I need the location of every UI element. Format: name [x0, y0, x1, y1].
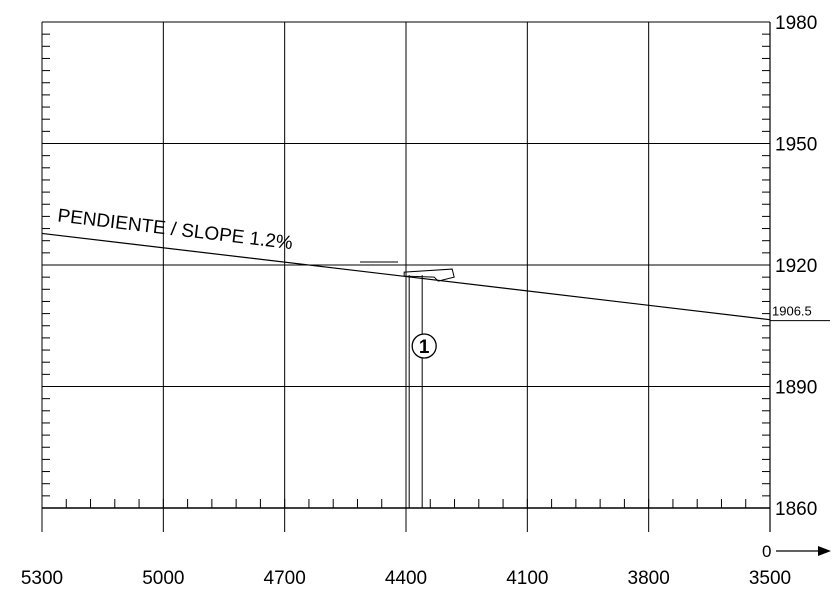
x-tick-label: 5300	[21, 568, 63, 589]
plot-frame	[41, 22, 771, 532]
x-tick-label: 3500	[749, 568, 791, 589]
x-tick-label: 3800	[628, 568, 670, 589]
origin-indicator: 0	[762, 542, 831, 561]
origin-label: 0	[762, 542, 771, 561]
slope-line-group: PENDIENTE / SLOPE 1.2% 1906.5	[41, 206, 830, 322]
slope-end-label: 1906.5	[772, 304, 812, 319]
y-axis-labels: 1980 1950 1920 1890 1860	[775, 13, 817, 520]
y-tick-label: 1860	[775, 499, 817, 520]
x-tick-label: 4100	[506, 568, 548, 589]
y-tick-label: 1920	[775, 256, 817, 277]
y-tick-label: 1980	[775, 13, 817, 34]
marker-group: 1	[403, 268, 455, 508]
slope-label: PENDIENTE / SLOPE 1.2%	[56, 206, 293, 255]
origin-arrow-head	[818, 546, 831, 556]
x-tick-label: 4400	[385, 568, 427, 589]
y-tick-label: 1950	[775, 135, 817, 156]
x-tick-label: 5000	[142, 568, 184, 589]
x-tick-label: 4700	[264, 568, 306, 589]
marker-circle	[411, 333, 437, 359]
x-axis-labels: 5300 5000 4700 4400 4100 3800 3500	[21, 568, 791, 589]
marker-cap	[403, 268, 455, 282]
marker-label: 1	[419, 337, 430, 358]
y-tick-label: 1890	[775, 378, 817, 399]
